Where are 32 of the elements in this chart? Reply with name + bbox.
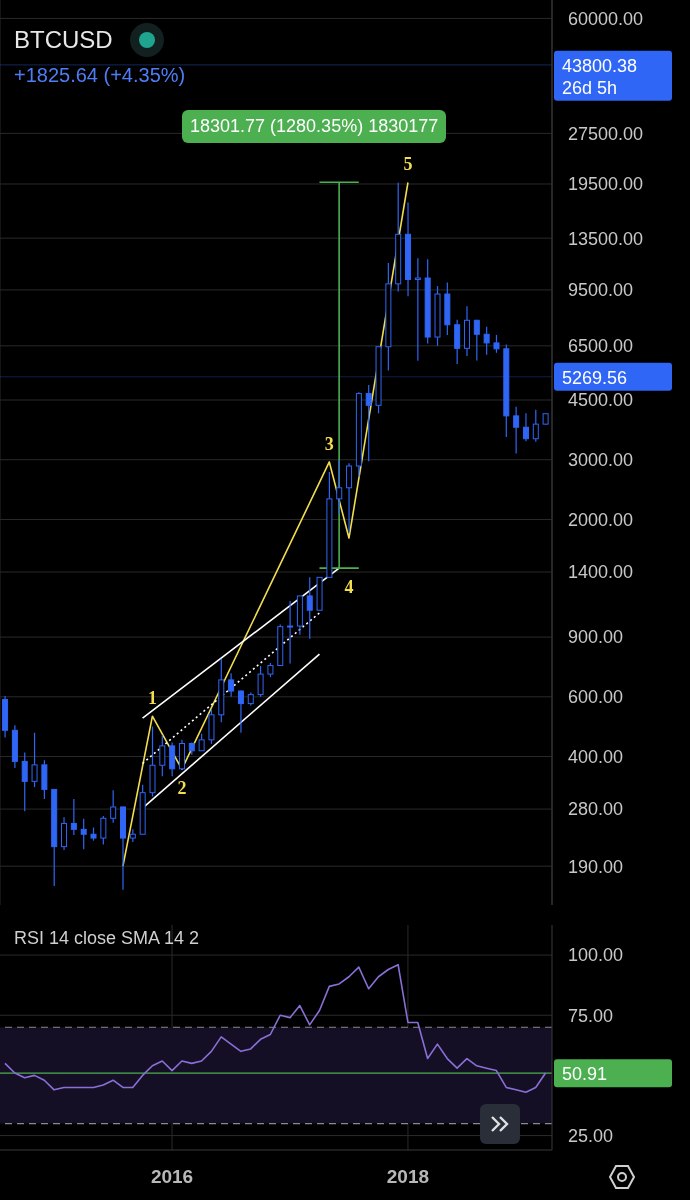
- text: BTCUSD: [14, 26, 113, 54]
- annotation: 4: [344, 576, 354, 597]
- y-tick-label: 27500.00: [568, 123, 644, 144]
- y-tick-label: 400.00: [568, 746, 624, 767]
- y-tick-label: 1400.00: [568, 562, 634, 583]
- y-tick-label: 13500.00: [568, 228, 644, 249]
- y-tick-label: 190.00: [568, 856, 624, 877]
- ref-line-label: 50.91: [562, 1064, 608, 1085]
- chart-title: RSI 14 close SMA 14 2: [14, 928, 200, 949]
- y-tick-label: 2000.00: [568, 509, 634, 530]
- ref-line-label: 43800.38 26d 5h: [562, 55, 638, 98]
- y-tick-label: 75.00: [568, 1005, 614, 1026]
- y-tick-label: 25.00: [568, 1125, 614, 1146]
- y-tick-label: 600.00: [568, 687, 624, 708]
- y-tick-label: 280.00: [568, 799, 624, 820]
- y-tick-label: 60000.00: [568, 8, 644, 29]
- annotation: 3: [324, 433, 334, 454]
- x-tick-label: 2018: [386, 1166, 430, 1188]
- ref-line-label: 5269.56: [562, 367, 628, 388]
- x-tick-label: 2016: [150, 1166, 194, 1188]
- text: +1825.64 (+4.35%): [14, 64, 186, 87]
- annotation: 1: [147, 688, 157, 709]
- y-tick-label: 100.00: [568, 945, 624, 966]
- annotation: 5: [403, 154, 413, 175]
- annotation: 18301.77 (1280.35%) 1830177: [182, 110, 447, 143]
- y-tick-label: 3000.00: [568, 450, 634, 471]
- y-tick-label: 900.00: [568, 627, 624, 648]
- annotation: 2: [177, 778, 187, 798]
- y-tick-label: 6500.00: [568, 336, 634, 357]
- y-tick-label: 9500.00: [568, 280, 634, 301]
- y-tick-label: 19500.00: [568, 174, 644, 195]
- y-tick-label: 4500.00: [568, 390, 634, 411]
